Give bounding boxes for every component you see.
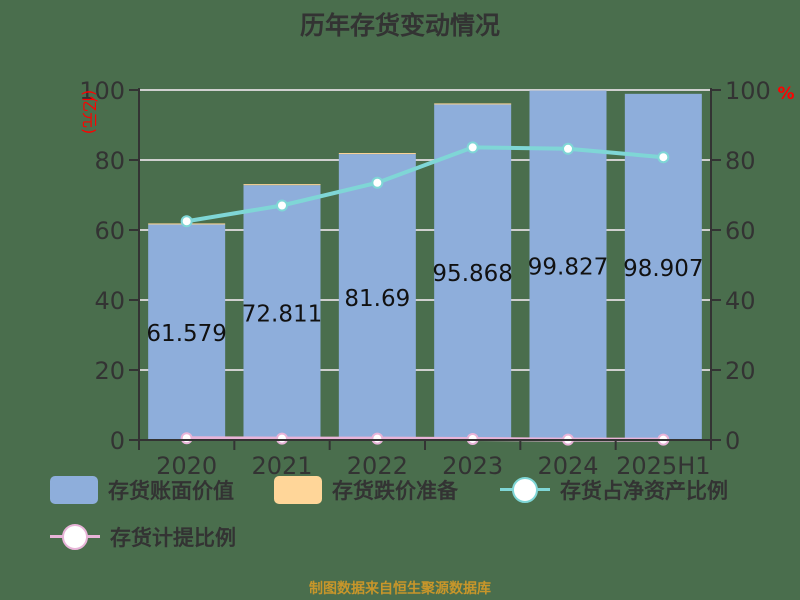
bar-book-value [338,154,416,440]
bar-value-label: 98.907 [623,256,703,282]
bar-provision [434,103,512,105]
legend-line-marker-icon [500,476,550,504]
x-tick-label: 2025H1 [616,452,710,480]
bar-provision [243,184,321,186]
line-point-marker [180,432,193,445]
line-point-marker [371,432,384,445]
legend-item-ratio-net-assets[interactable]: 存货占净资产比例 [500,475,728,505]
line-point-marker [371,176,384,189]
line-path [186,145,664,224]
bar-value-label: 61.579 [146,321,226,347]
legend-swatch-book-value [50,476,98,504]
bar-value-label: 95.868 [432,261,512,287]
y2-tick-label: 0 [725,427,740,455]
y-tick-label: 80 [94,147,125,175]
line-point-marker [276,199,288,212]
bar-value-label: 72.811 [242,302,322,328]
line-point-marker [657,151,670,164]
x-tick-label: 2020 [156,452,217,480]
y-tick-label: 60 [94,217,125,245]
y2-tick-label: 80 [725,147,756,175]
legend-label: 存货跌价准备 [332,479,458,503]
bar-series [148,90,702,440]
line-point-marker [562,142,574,155]
line-point-marker [466,432,479,445]
line-point-marker [180,215,193,228]
y-tick-label: 20 [94,357,125,385]
y2-tick-label: 20 [725,357,756,385]
y-tick-label: 40 [94,287,125,315]
data-source-note: 制图数据来自恒生聚源数据库 [309,581,491,597]
x-tick-label: 2023 [442,452,503,480]
y2-tick-label: 60 [725,217,756,245]
x-tick-label: 2022 [347,452,408,480]
axes: 0 20 40 60 80 100 0 20 40 60 80 100 2020 2021 2022 2023… [79,77,794,480]
data-labels: 61.579 72.811 81.69 95.868 99.827 98.907 [146,254,703,347]
y2-tick-label: 100 [725,77,771,105]
x-tick-label: 2021 [251,452,312,480]
bar-value-label: 81.69 [344,286,410,312]
x-tick-label: 2024 [537,452,598,480]
bar-provision [338,153,416,155]
y2-tick-label: 40 [725,287,756,315]
line-point-marker [276,432,288,445]
y-tick-label: 0 [110,427,125,455]
legend-item-provision-ratio[interactable]: 存货计提比例 [50,522,236,552]
chart-title: 历年存货变动情况 [299,11,500,40]
legend-item-book-value[interactable]: 存货账面价值 [50,475,234,505]
legend-line-marker-icon [50,523,100,551]
bar-value-label: 99.827 [528,254,608,280]
y-axis-unit-label: (亿元) [80,90,99,135]
legend-item-provision[interactable]: 存货跌价准备 [274,475,458,505]
gridlines [139,89,711,371]
y-tick-label: 100 [79,77,125,105]
bar-book-value [148,224,226,440]
y2-axis-unit-label: % [777,84,794,104]
line-point-marker [466,141,479,154]
legend-swatch-provision [274,476,322,504]
legend-label: 存货占净资产比例 [560,479,728,503]
legend-label: 存货计提比例 [110,526,236,550]
legend-label: 存货账面价值 [108,479,234,503]
bar-book-value [243,185,321,440]
bar-book-value [434,104,512,440]
